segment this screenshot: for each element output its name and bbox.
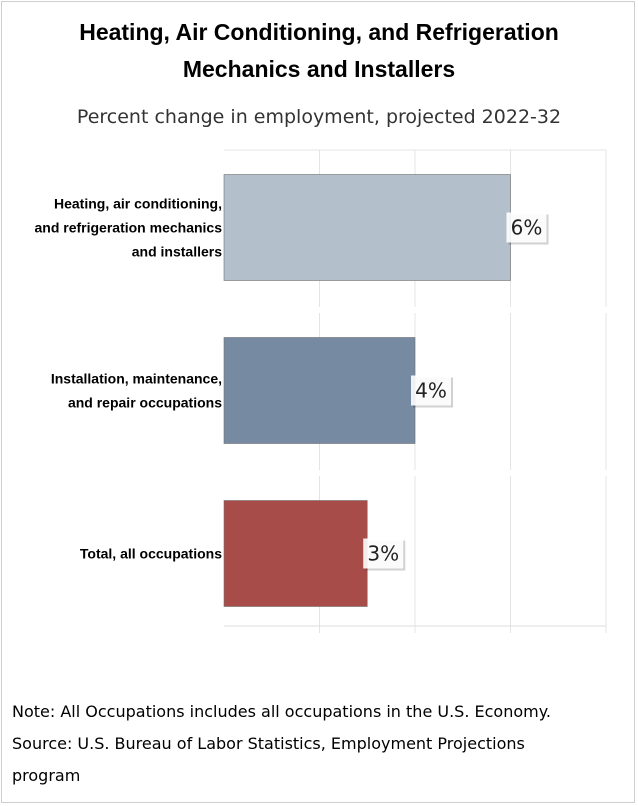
bar — [223, 174, 511, 281]
source-text-line-1: Source: U.S. Bureau of Labor Statistics,… — [12, 734, 525, 753]
source-text-line-2: program — [12, 766, 81, 785]
category-label: Total, all occupations — [80, 546, 222, 562]
chart-title: Heating, Air Conditioning, and Refrigera… — [0, 14, 638, 88]
data-label: 4% — [415, 379, 447, 403]
bar-chart: Heating, air conditioning, and refrigerat… — [34, 149, 607, 633]
chart-subtitle: Percent change in employment, projected … — [76, 106, 562, 128]
chart-title-line-1: Heating, Air Conditioning, and Refrigera… — [79, 19, 559, 45]
category-label: and installers — [132, 244, 222, 260]
category-label: Heating, air conditioning, — [54, 196, 222, 212]
category-label: and refrigeration mechanics — [34, 220, 222, 236]
chart-title-line-2: Mechanics and Installers — [182, 56, 456, 82]
category-label: and repair occupations — [68, 395, 222, 411]
chart-notes: Note: All Occupations includes all occup… — [12, 696, 622, 792]
data-label: 3% — [367, 542, 399, 566]
data-label: 6% — [511, 216, 543, 240]
data-label-box — [363, 538, 404, 569]
note-text: Note: All Occupations includes all occup… — [12, 702, 551, 721]
bar — [223, 500, 368, 607]
bar — [223, 337, 416, 444]
category-label: Installation, maintenance, — [51, 371, 222, 387]
data-label-box — [506, 212, 547, 243]
data-label-box — [411, 375, 451, 406]
